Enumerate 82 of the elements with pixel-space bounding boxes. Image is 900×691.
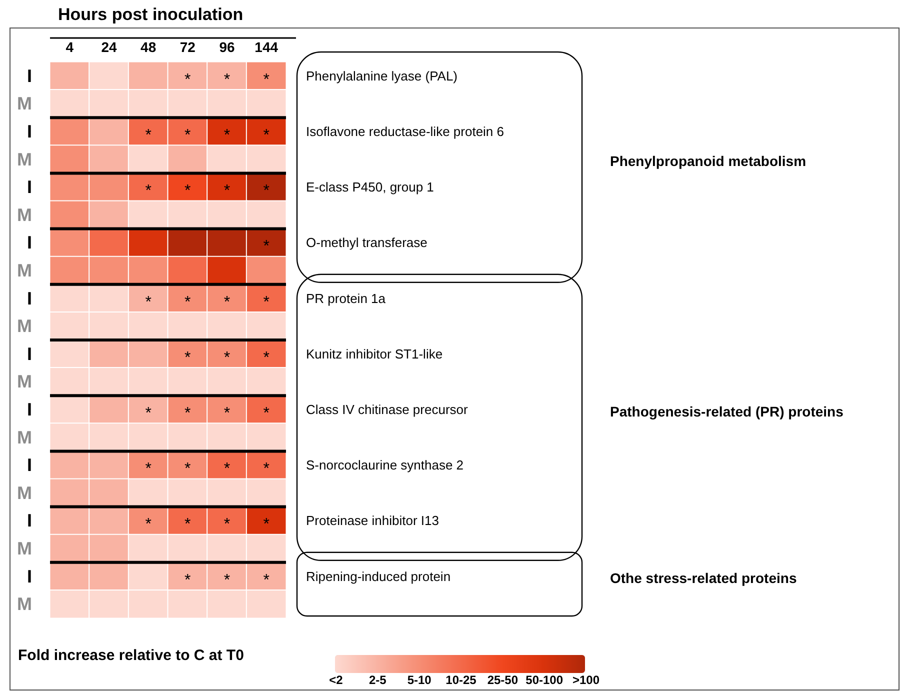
x-tick-label: 4	[66, 39, 74, 55]
data-label: *	[184, 349, 191, 366]
y2-tick-label: PR protein 1a	[306, 290, 386, 306]
data-label: *	[184, 71, 191, 88]
y-tick-label: I	[26, 455, 32, 476]
data-label: *	[145, 460, 152, 478]
color-bar-label: 5-10	[407, 673, 432, 687]
data-label: *	[263, 460, 270, 478]
data-label: *	[263, 405, 270, 422]
y2-tick-label: E-class P450, group 1	[306, 180, 434, 195]
y-tick-label: I	[26, 122, 32, 142]
y-tick-label: M	[17, 204, 32, 225]
text: Othe stress-related proteins	[610, 570, 797, 586]
y-tick-label: I	[26, 288, 32, 308]
y-tick-label: M	[17, 594, 32, 614]
y-tick-label: M	[17, 94, 32, 114]
color-bar-label: 2-5	[368, 673, 387, 687]
data-label: *	[263, 127, 270, 144]
data-label: *	[145, 516, 152, 534]
y-tick-label: I	[26, 232, 32, 253]
y2-tick-label: O-methyl transferase	[306, 235, 428, 250]
y-tick-label: I	[26, 400, 32, 420]
x-tick-label: 96	[219, 39, 235, 55]
text: Phenylpropanoid metabolism	[610, 153, 806, 170]
x-tick-label: 144	[254, 39, 278, 55]
color-bar-title: Fold increase relative to C at T0	[18, 647, 244, 664]
y-tick-label: M	[17, 482, 32, 503]
y-tick-label: I	[26, 566, 32, 586]
y-tick-label: I	[26, 177, 32, 198]
data-label: *	[224, 71, 230, 88]
y-tick-label: M	[17, 316, 32, 336]
y2-tick-label: Ripening-induced protein	[306, 568, 451, 584]
y-tick-label: I	[26, 510, 32, 531]
data-label: *	[184, 182, 191, 200]
data-label: *	[224, 182, 230, 200]
y2-tick-label: S-norcoclaurine synthase 2	[306, 458, 464, 473]
x-axis-title: Hours post inoculation	[58, 5, 244, 24]
data-label: *	[145, 294, 152, 311]
data-label: *	[145, 405, 152, 422]
data-label: *	[224, 572, 230, 589]
color-bar-label: 25-50	[487, 673, 518, 687]
data-label: *	[224, 405, 230, 422]
y2-tick-label: Proteinase inhibitor I13	[306, 513, 439, 528]
y-tick-label: M	[17, 260, 32, 280]
data-label: *	[224, 294, 230, 311]
y2-tick-label: Class IV chitinase precursor	[306, 402, 469, 417]
data-label: *	[224, 516, 230, 534]
y-tick-label: M	[17, 372, 32, 392]
data-label: *	[184, 460, 191, 478]
data-label: *	[184, 572, 191, 589]
y2-tick-label: Phenylalanine lyase (PAL)	[306, 68, 458, 84]
data-label: *	[263, 238, 270, 256]
data-label: *	[145, 182, 152, 200]
data-label: *	[184, 294, 191, 311]
y-tick-label: M	[17, 538, 32, 558]
color-bar-label: <2	[329, 673, 344, 687]
data-label: *	[263, 516, 270, 534]
data-label: *	[224, 349, 230, 366]
color-bar-label: >100	[572, 673, 600, 687]
data-label: *	[263, 71, 270, 88]
x-tick-label: 72	[180, 39, 196, 55]
data-label: *	[184, 405, 191, 422]
color-bar-label: 50-100	[526, 673, 564, 687]
data-label: *	[184, 516, 191, 534]
data-label: *	[224, 460, 230, 478]
x-tick-label: 48	[140, 39, 156, 55]
text: Pathogenesis-related (PR) proteins	[610, 403, 844, 420]
y-tick-label: I	[26, 66, 32, 86]
y2-tick-label: Kunitz inhibitor ST1-like	[306, 346, 443, 362]
data-label: *	[263, 349, 270, 366]
x-tick-label: 24	[101, 39, 117, 55]
data-label: *	[263, 572, 270, 589]
data-label: *	[263, 182, 270, 200]
y2-tick-label: Isoflavone reductase-like protein 6	[306, 124, 504, 139]
y-tick-label: I	[26, 344, 32, 364]
color-bar-label: 10-25	[446, 673, 477, 687]
y-tick-label: M	[17, 149, 32, 170]
data-label: *	[145, 127, 152, 144]
data-label: *	[184, 127, 191, 144]
data-label: *	[263, 294, 270, 311]
y-tick-label: M	[17, 427, 32, 448]
data-label: *	[224, 127, 230, 144]
